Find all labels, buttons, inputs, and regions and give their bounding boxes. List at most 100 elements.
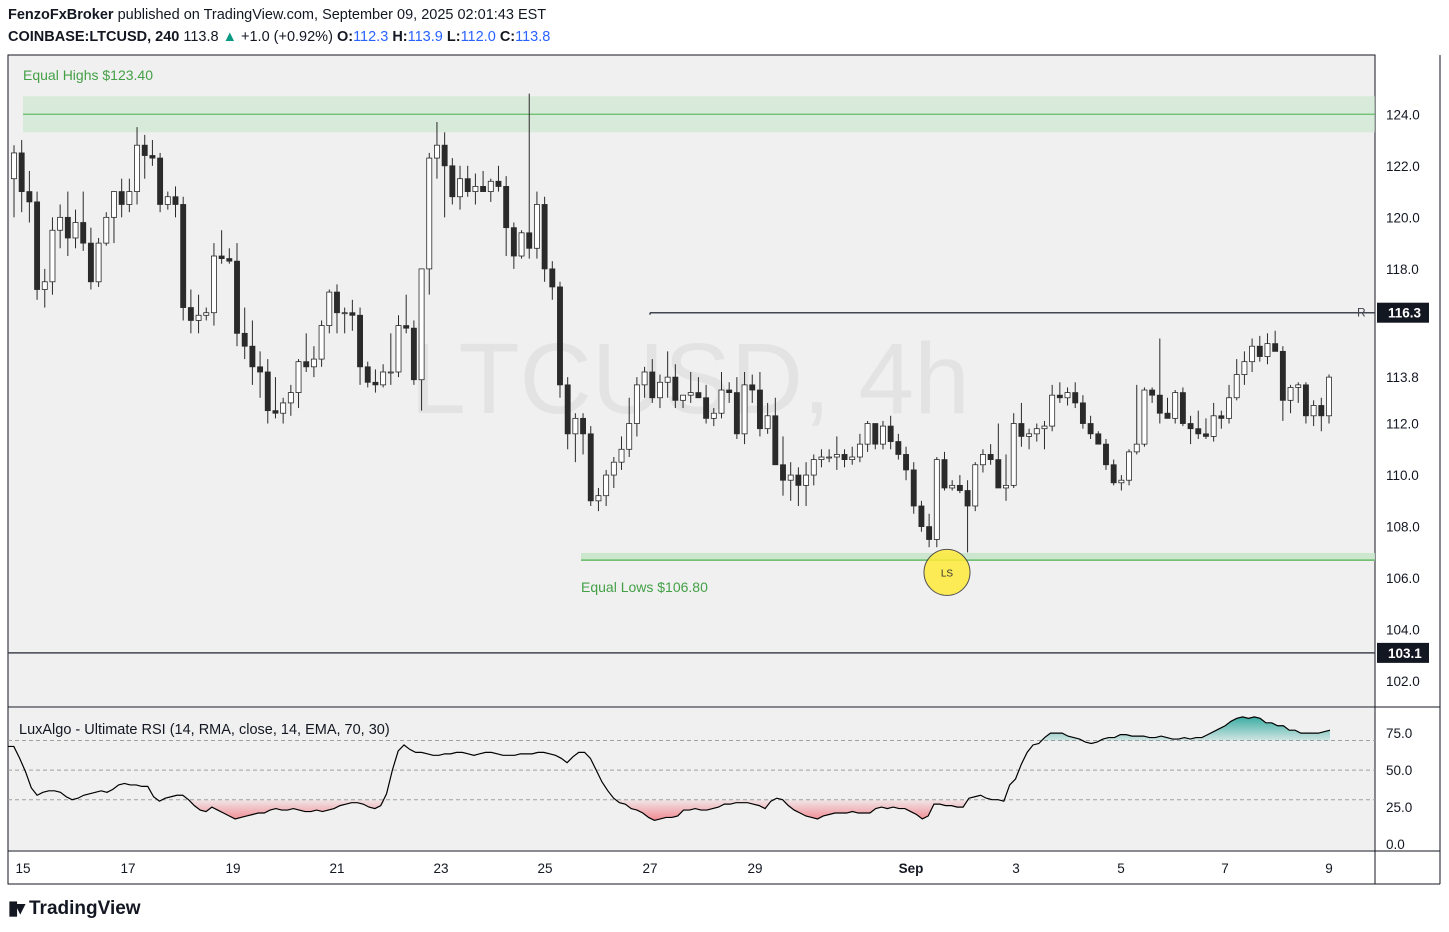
candle-body bbox=[780, 464, 786, 481]
candle-body bbox=[280, 402, 287, 414]
equal-lows-label: Equal Lows $106.80 bbox=[581, 579, 708, 595]
candle-body bbox=[926, 526, 933, 540]
candle-body bbox=[1179, 392, 1186, 424]
price-label: 103.1 bbox=[1388, 646, 1422, 661]
last-price: 113.8 bbox=[183, 29, 219, 45]
candle-body bbox=[226, 258, 233, 262]
candle-body bbox=[756, 389, 763, 430]
candle-body bbox=[733, 392, 740, 435]
candle-body bbox=[895, 441, 902, 455]
candle-body bbox=[441, 144, 448, 167]
candle-body bbox=[157, 157, 164, 205]
price-tick-label: 113.8 bbox=[1386, 370, 1419, 385]
low-label: L: bbox=[446, 29, 461, 45]
candle-body bbox=[526, 232, 533, 249]
candle-body bbox=[249, 345, 256, 368]
candle-body bbox=[964, 490, 971, 507]
candle-body bbox=[1318, 405, 1325, 417]
candle-body bbox=[1079, 402, 1086, 424]
candle-body bbox=[903, 454, 909, 471]
candle-body bbox=[1272, 343, 1279, 352]
candle-body bbox=[95, 242, 102, 283]
candle-body bbox=[764, 415, 771, 430]
change-arrow-icon: ▲ bbox=[222, 29, 237, 45]
equal-lows-zone bbox=[581, 552, 1375, 561]
open-label: O: bbox=[336, 29, 354, 45]
time-tick-label: 15 bbox=[15, 861, 30, 876]
publisher-line: FenzoFxBroker published on TradingView.c… bbox=[8, 7, 546, 23]
candle-body bbox=[372, 381, 379, 386]
time-tick-label: 9 bbox=[1325, 861, 1333, 876]
footer-brand[interactable]: ▮▾ TradingView bbox=[8, 897, 141, 920]
candle-body bbox=[1279, 350, 1286, 401]
candle-body bbox=[1218, 415, 1225, 419]
candle-body bbox=[364, 366, 371, 383]
price-change: +1.0 (+0.92%) bbox=[241, 29, 333, 45]
candle-body bbox=[380, 371, 387, 386]
candle-body bbox=[103, 216, 110, 244]
candle-body bbox=[503, 186, 510, 229]
candle-body bbox=[449, 165, 456, 198]
candle-body bbox=[995, 459, 1002, 489]
candle-body bbox=[195, 314, 202, 321]
candle-body bbox=[487, 180, 494, 192]
author-name[interactable]: FenzoFxBroker bbox=[8, 7, 114, 23]
candle-body bbox=[149, 155, 156, 159]
candle-body bbox=[72, 222, 79, 239]
tradingview-logo-icon: ▮▾ bbox=[8, 898, 25, 919]
close-value: 113.8 bbox=[515, 29, 551, 45]
candle-body bbox=[341, 312, 348, 315]
equal-highs-label: Equal Highs $123.40 bbox=[23, 67, 153, 83]
candle-body bbox=[1310, 405, 1317, 417]
candle-body bbox=[349, 312, 356, 316]
candle-body bbox=[1156, 394, 1163, 414]
candle-body bbox=[480, 186, 487, 192]
candle-body bbox=[1118, 479, 1125, 484]
candle-body bbox=[533, 204, 540, 249]
candle-body bbox=[741, 384, 748, 435]
rsi-tick-label: 0.0 bbox=[1386, 837, 1405, 852]
candle-body bbox=[34, 201, 41, 290]
candle-body bbox=[956, 484, 963, 491]
price-tick-label: 104.0 bbox=[1386, 623, 1420, 638]
candle-body bbox=[1133, 443, 1140, 453]
price-tick-label: 106.0 bbox=[1386, 571, 1420, 586]
candle-body bbox=[1033, 428, 1040, 435]
candle-body bbox=[557, 286, 563, 386]
symbol-name[interactable]: COINBASE:LTCUSD, 240 bbox=[8, 29, 180, 45]
candle-body bbox=[672, 376, 679, 401]
candle-body bbox=[357, 314, 363, 368]
candle-body bbox=[134, 144, 140, 192]
time-tick-label: 21 bbox=[329, 861, 344, 876]
candle-body bbox=[810, 459, 817, 476]
resistance-tag: R bbox=[1357, 306, 1366, 320]
candle-body bbox=[403, 325, 410, 329]
candle-body bbox=[657, 381, 663, 399]
candle-body bbox=[987, 454, 994, 461]
time-tick-label: 23 bbox=[433, 861, 448, 876]
symbol-line: COINBASE:LTCUSD, 240 113.8 ▲ +1.0 (+0.92… bbox=[8, 29, 550, 45]
candle-body bbox=[649, 371, 656, 399]
candle-body bbox=[187, 307, 194, 321]
candle-body bbox=[610, 461, 617, 476]
candle-body bbox=[326, 291, 333, 326]
price-tick-label: 124.0 bbox=[1386, 107, 1420, 122]
candle-body bbox=[172, 196, 179, 205]
high-value: 113.9 bbox=[407, 29, 443, 45]
candle-body bbox=[1026, 433, 1033, 437]
candle-body bbox=[641, 371, 648, 386]
candle-body bbox=[1041, 425, 1048, 430]
candle-body bbox=[1064, 392, 1071, 399]
rsi-tick-label: 75.0 bbox=[1386, 726, 1412, 741]
candle-body bbox=[1187, 423, 1194, 430]
candle-body bbox=[387, 371, 394, 374]
candle-body bbox=[972, 464, 979, 507]
candle-body bbox=[1103, 443, 1109, 466]
candle-body bbox=[1326, 376, 1332, 417]
price-tick-label: 102.0 bbox=[1386, 674, 1420, 689]
candle-body bbox=[49, 229, 56, 283]
candle-body bbox=[1087, 423, 1094, 435]
rsi-title: LuxAlgo - Ultimate RSI (14, RMA, close, … bbox=[19, 722, 390, 738]
candle-body bbox=[833, 454, 840, 458]
